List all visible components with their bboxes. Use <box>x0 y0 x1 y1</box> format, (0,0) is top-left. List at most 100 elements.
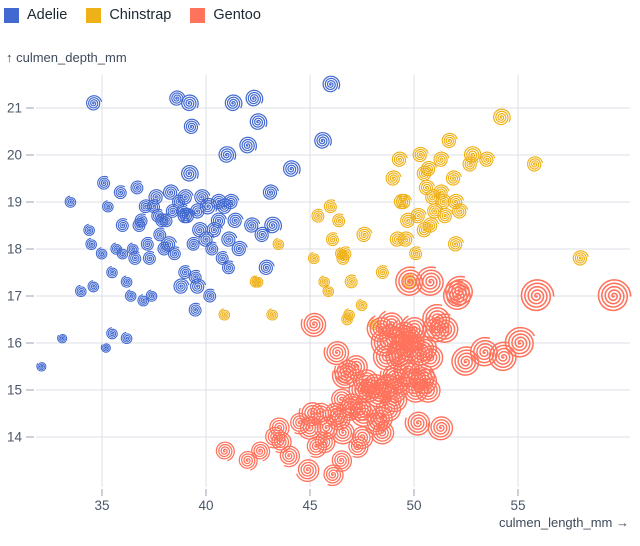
data-point-spiral <box>444 275 473 306</box>
data-point-spiral <box>249 113 268 130</box>
data-point-spiral <box>462 156 479 172</box>
data-point-spiral <box>227 212 244 228</box>
data-point-spiral <box>327 407 351 431</box>
data-point-spiral <box>342 355 368 380</box>
data-point-spiral <box>331 450 353 472</box>
data-point-spiral <box>404 411 431 436</box>
data-point-spiral <box>398 231 414 247</box>
data-point-spiral <box>97 175 111 190</box>
y-tick-label: 21 <box>7 101 22 116</box>
legend-item-gentoo: Gentoo <box>190 7 261 23</box>
y-tick-label: 15 <box>7 383 22 398</box>
data-point-spiral <box>344 274 358 289</box>
data-point-spiral <box>367 406 393 431</box>
data-point-spiral <box>479 151 496 167</box>
data-point-spiral <box>395 193 412 210</box>
data-point-spiral <box>375 265 389 279</box>
x-tick-label: 40 <box>198 498 213 513</box>
data-point-spiral <box>167 246 181 261</box>
data-point-spiral <box>128 251 142 265</box>
data-point-spiral <box>215 441 235 462</box>
data-point-spiral <box>314 431 336 454</box>
data-point-spiral <box>199 197 218 215</box>
data-point-spiral <box>75 284 87 298</box>
data-point-spiral <box>251 275 264 288</box>
data-point-spiral <box>224 94 243 112</box>
x-tick-label: 45 <box>302 498 317 513</box>
x-axis-title: culmen_length_mm → <box>498 515 629 530</box>
data-point-spiral <box>355 298 368 312</box>
data-point-spiral <box>300 312 327 337</box>
legend: Adelie Chinstrap Gentoo <box>4 7 261 23</box>
data-point-spiral <box>36 362 47 372</box>
data-point-spiral <box>427 416 454 441</box>
data-point-spiral <box>425 189 442 205</box>
points-adelie <box>36 75 341 372</box>
data-point-spiral <box>311 208 325 223</box>
gentoo-swatch-icon <box>190 7 206 23</box>
axis-ticks: 14 15 16 17 18 19 20 21 35 40 45 50 55 <box>7 101 526 514</box>
data-point-spiral <box>221 260 235 275</box>
data-point-spiral <box>188 302 202 317</box>
data-point-spiral <box>322 284 335 298</box>
adelie-swatch-icon <box>4 7 19 23</box>
data-point-spiral <box>435 193 452 210</box>
data-point-spiral <box>113 185 127 200</box>
data-point-spiral <box>116 247 129 260</box>
data-point-spiral <box>376 310 404 338</box>
data-point-spiral <box>447 236 464 252</box>
data-point-spiral <box>192 222 209 238</box>
data-point-spiral <box>258 259 275 275</box>
data-point-spiral <box>415 266 444 296</box>
data-point-spiral <box>106 266 118 279</box>
data-point-spiral <box>452 203 469 219</box>
data-point-spiral <box>488 341 517 372</box>
data-point-spiral <box>385 170 402 186</box>
data-point-spiral <box>120 331 133 345</box>
data-point-spiral <box>332 213 346 228</box>
data-point-spiral <box>194 189 211 205</box>
data-point-spiral <box>437 207 454 224</box>
points-gentoo <box>215 266 632 487</box>
data-point-spiral <box>177 189 194 205</box>
y-tick-label: 20 <box>7 148 22 163</box>
data-point-spiral <box>205 241 219 256</box>
data-point-spiral <box>325 232 339 247</box>
data-point-spiral <box>83 223 95 236</box>
data-point-spiral <box>597 279 632 312</box>
data-point-spiral <box>206 222 223 238</box>
data-point-spiral <box>163 184 179 200</box>
data-point-spiral <box>124 289 137 302</box>
data-point-spiral <box>223 193 240 210</box>
data-point-spiral <box>215 251 229 265</box>
data-point-spiral <box>137 294 149 307</box>
data-point-spiral <box>441 132 458 149</box>
y-tick-label: 17 <box>7 289 22 304</box>
data-point-spiral <box>87 280 100 293</box>
y-tick-label: 19 <box>7 195 22 210</box>
data-point-spiral <box>350 426 374 450</box>
data-point-spiral <box>323 199 337 214</box>
legend-label-chinstrap: Chinstrap <box>109 7 172 23</box>
y-tick-label: 14 <box>7 430 23 445</box>
data-point-spiral <box>95 247 108 260</box>
data-point-spiral <box>504 326 535 358</box>
points-chinstrap <box>218 108 589 330</box>
data-point-spiral <box>262 184 279 200</box>
data-point-spiral <box>218 308 231 321</box>
data-point-spiral <box>178 265 192 279</box>
legend-label-adelie: Adelie <box>27 7 68 23</box>
data-point-spiral <box>307 251 320 265</box>
data-point-spiral <box>86 95 102 111</box>
data-point-spiral <box>527 156 543 172</box>
data-point-spiral <box>427 203 444 219</box>
data-point-spiral <box>180 94 199 112</box>
data-point-spiral <box>409 246 423 261</box>
data-point-spiral <box>412 146 429 163</box>
data-point-spiral <box>160 236 177 252</box>
data-point-spiral <box>410 207 427 224</box>
data-point-spiral <box>238 450 258 471</box>
data-point-spiral <box>323 341 350 366</box>
data-point-spiral <box>239 136 258 154</box>
